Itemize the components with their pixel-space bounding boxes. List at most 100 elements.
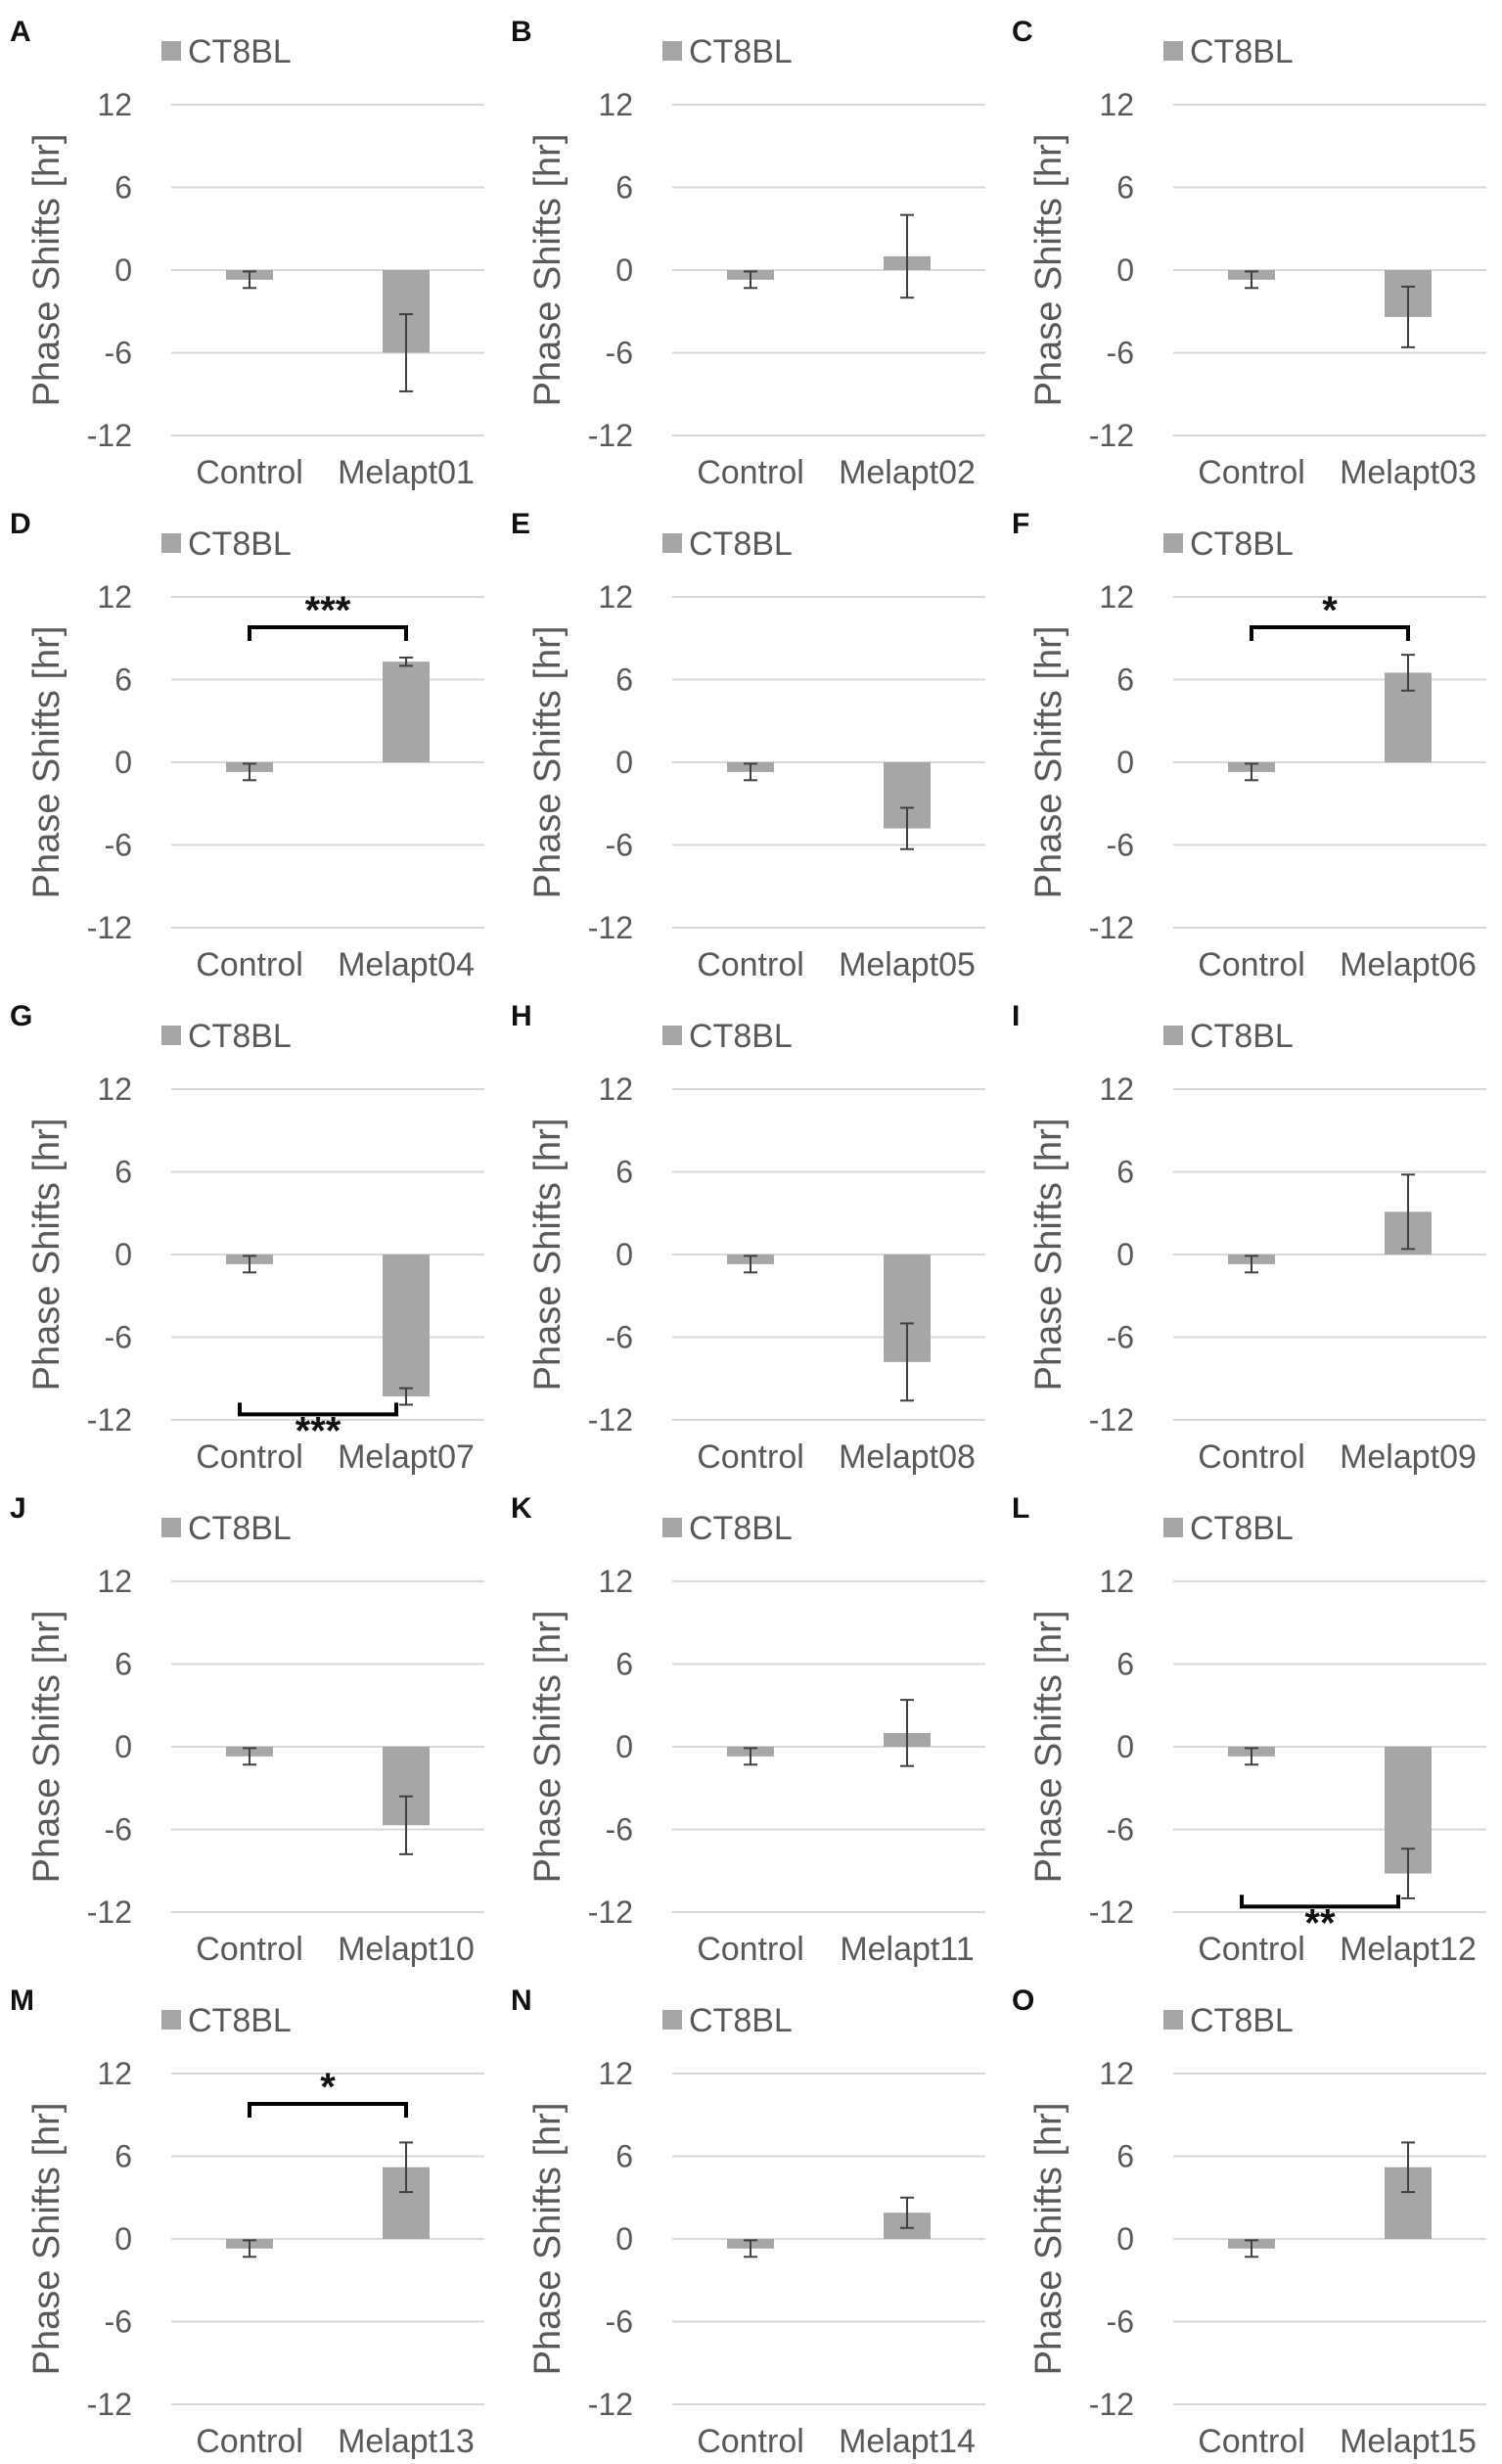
y-tick-label: 6 (615, 2139, 633, 2174)
y-tick-label: -6 (606, 1812, 633, 1848)
legend-swatch (662, 533, 682, 553)
y-tick-label: 0 (615, 1237, 633, 1272)
y-tick-label: 12 (1099, 579, 1134, 615)
panel-label: E (511, 508, 530, 540)
x-category-label: Control (196, 1931, 303, 1968)
y-tick-label: 6 (1116, 1155, 1134, 1190)
x-category-label: Control (196, 454, 303, 491)
y-tick-label: -6 (105, 828, 132, 863)
y-tick-label: 12 (97, 579, 132, 615)
significance-bracket (248, 2101, 408, 2118)
y-tick-label: 0 (615, 1729, 633, 1764)
panel-label: G (10, 1000, 32, 1032)
x-category-label: Control (1198, 2423, 1305, 2460)
significance-label: ** (1304, 1901, 1336, 1944)
panel-j: J CT8BL Phase Shifts [hr] 12 6 0 -6 -12 Control M… (10, 1492, 484, 1968)
panel-m: M CT8BL Phase Shifts [hr] 12 6 0 -6 -12 Control M… (10, 1985, 484, 2460)
y-tick-label: 6 (615, 1155, 633, 1190)
y-tick-label: 12 (1099, 87, 1134, 122)
panel-d: D CT8BL Phase Shifts [hr] 12 6 0 -6 -12 Control M… (10, 508, 484, 983)
significance-label: *** (305, 589, 351, 632)
y-tick-label: -12 (588, 1894, 633, 1930)
legend-swatch (161, 1518, 181, 1537)
y-tick-label: 0 (1116, 2221, 1134, 2257)
x-category-label: Control (196, 1438, 303, 1476)
panel-o: O CT8BL Phase Shifts [hr] 12 6 0 -6 -12 Control M… (1012, 1985, 1486, 2460)
y-tick-label: -6 (105, 336, 132, 371)
significance-label: * (320, 2066, 336, 2109)
y-tick-label: -6 (1107, 1812, 1134, 1848)
y-tick-label: -12 (1089, 1402, 1134, 1437)
y-tick-label: 0 (114, 252, 132, 288)
y-tick-label: -6 (606, 1320, 633, 1355)
y-tick-label: -12 (1089, 1894, 1134, 1930)
y-axis-title: Phase Shifts [hr] (527, 2103, 569, 2376)
legend-label: CT8BL (1190, 33, 1294, 70)
y-tick-label: 12 (1099, 1564, 1134, 1599)
y-tick-label: 6 (114, 2139, 132, 2174)
y-tick-label: 6 (615, 170, 633, 205)
legend-swatch (662, 1518, 682, 1537)
y-tick-label: 6 (1116, 170, 1134, 205)
y-tick-label: -6 (105, 1320, 132, 1355)
y-axis-title: Phase Shifts [hr] (26, 1611, 68, 1884)
y-tick-label: 6 (114, 662, 132, 698)
panel-label: J (10, 1492, 26, 1525)
y-tick-label: 12 (598, 579, 633, 615)
x-category-label: Control (697, 946, 804, 983)
legend-swatch (662, 1026, 682, 1045)
y-tick-label: 12 (598, 87, 633, 122)
y-tick-label: 6 (1116, 2139, 1134, 2174)
y-axis-title: Phase Shifts [hr] (527, 626, 569, 899)
y-tick-label: 0 (114, 1729, 132, 1764)
y-axis-title: Phase Shifts [hr] (1028, 1611, 1070, 1884)
y-tick-label: -12 (588, 418, 633, 453)
legend-swatch (1163, 1518, 1183, 1537)
y-tick-label: -12 (588, 910, 633, 945)
panel-label: D (10, 508, 31, 540)
legend-swatch (161, 533, 181, 553)
y-axis-title: Phase Shifts [hr] (1028, 2103, 1070, 2376)
legend-label: CT8BL (188, 525, 292, 563)
panel-l: L CT8BL Phase Shifts [hr] 12 6 0 -6 -12 Control M… (1012, 1492, 1486, 1968)
x-category-label: Melapt07 (338, 1438, 475, 1476)
y-tick-label: -6 (1107, 828, 1134, 863)
y-tick-label: 12 (598, 1072, 633, 1107)
x-category-label: Control (1198, 946, 1305, 983)
x-category-label: Melapt14 (839, 2423, 976, 2460)
legend-swatch (161, 2010, 181, 2030)
panel-label: A (10, 16, 31, 48)
panel-label: O (1012, 1985, 1034, 2017)
y-axis-title: Phase Shifts [hr] (1028, 1118, 1070, 1392)
y-tick-label: 12 (97, 2056, 132, 2091)
panel-label: I (1012, 1000, 1020, 1032)
panel-i: I CT8BL Phase Shifts [hr] 12 6 0 -6 -12 Control M… (1012, 1000, 1486, 1476)
bar-melapt07 (383, 1255, 430, 1397)
x-category-label: Control (1198, 454, 1305, 491)
significance-bracket (1240, 1894, 1400, 1909)
bar-melapt04 (383, 662, 430, 762)
panel-c: C CT8BL Phase Shifts [hr] 12 6 0 -6 -12 Control M… (1012, 16, 1486, 491)
y-tick-label: -6 (105, 1812, 132, 1848)
y-tick-label: -12 (87, 910, 132, 945)
panel-g: G CT8BL Phase Shifts [hr] 12 6 0 -6 -12 Control M… (10, 1000, 484, 1476)
panel-label: L (1012, 1492, 1029, 1525)
legend-swatch (662, 41, 682, 61)
y-tick-label: 0 (615, 2221, 633, 2257)
y-tick-label: -6 (1107, 336, 1134, 371)
y-tick-label: 12 (598, 2056, 633, 2091)
y-axis-title: Phase Shifts [hr] (26, 2103, 68, 2376)
legend-label: CT8BL (689, 1018, 793, 1055)
y-tick-label: 0 (1116, 1237, 1134, 1272)
legend-swatch (1163, 533, 1183, 553)
y-tick-label: 12 (1099, 1072, 1134, 1107)
x-category-label: Melapt05 (839, 946, 976, 983)
significance-bracket (248, 624, 408, 641)
y-tick-label: 0 (114, 2221, 132, 2257)
panel-label: H (511, 1000, 532, 1032)
y-tick-label: 6 (114, 1155, 132, 1190)
y-tick-label: 0 (615, 252, 633, 288)
x-category-label: Melapt01 (338, 454, 475, 491)
legend-swatch (1163, 2010, 1183, 2030)
y-tick-label: 6 (1116, 1647, 1134, 1682)
